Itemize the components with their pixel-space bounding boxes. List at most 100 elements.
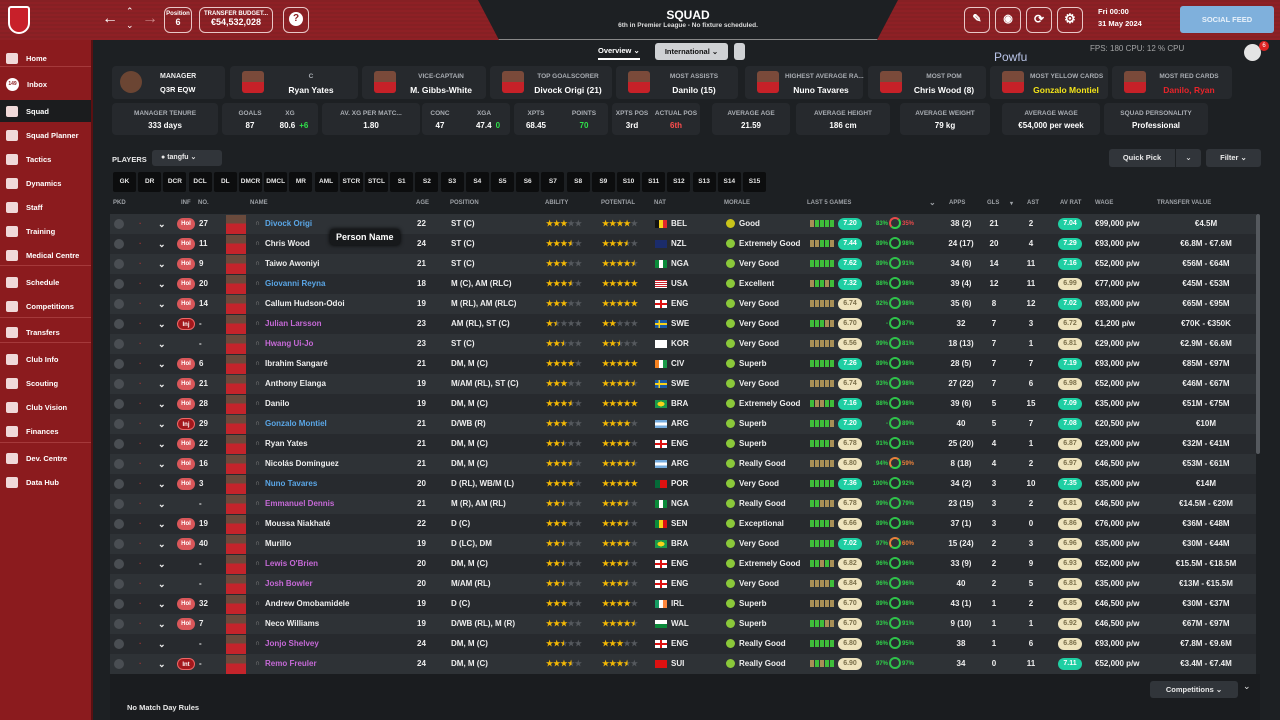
player-name[interactable]: Nicolás Domínguez — [265, 459, 339, 468]
row-chevron-icon[interactable]: ⌄ — [158, 219, 166, 229]
summary-card-c[interactable]: C Ryan Yates — [230, 66, 358, 99]
sidebar-item-squad[interactable]: Squad — [0, 100, 91, 122]
player-name[interactable]: Danilo — [265, 399, 290, 408]
position-filter-s4[interactable]: S4 — [465, 172, 489, 192]
pkd-checkbox[interactable] — [114, 419, 124, 429]
summary-card-top-goalscorer[interactable]: TOP GOALSCORER Divock Origi (21) — [490, 66, 612, 99]
row-chevron-icon[interactable]: ⌄ — [158, 499, 166, 509]
table-row[interactable]: · ⌄ Hol 32 ∩ Andrew Omobamidele 19 D (C) ★★★★★ ★★… — [110, 594, 1256, 614]
pkd-checkbox[interactable] — [114, 399, 124, 409]
player-name[interactable]: Chris Wood — [265, 239, 310, 248]
summary-card-manager[interactable]: MANAGER Q3R EQW — [112, 66, 225, 99]
player-name[interactable]: Anthony Elanga — [265, 379, 326, 388]
table-row[interactable]: · ⌄ Hol 6 ∩ Ibrahim Sangaré 21 DM, M (C) ★★★★★ ★★… — [110, 354, 1256, 374]
refresh-button[interactable]: ⟳ — [1026, 7, 1052, 33]
table-row[interactable]: · ⌄ Hol 22 ∩ Ryan Yates 21 DM, M (C) ★★★★★ ★★★★★ E… — [110, 434, 1256, 454]
row-chevron-icon[interactable]: ⌄ — [158, 579, 166, 589]
position-filter-dcl[interactable]: DCL — [188, 172, 212, 192]
row-chevron-icon[interactable]: ⌄ — [158, 639, 166, 649]
row-chevron-icon[interactable]: ⌄ — [158, 539, 166, 549]
pkd-checkbox[interactable] — [114, 439, 124, 449]
position-filter-s2[interactable]: S2 — [415, 172, 439, 192]
table-row[interactable]: · ⌄ - ∩ Hwang Ui-Jo 23 ST (C) ★★★★★ ★★★★★ KOR Very… — [110, 334, 1256, 354]
table-row[interactable]: · ⌄ Hol 27 ∩ Divock Origi 22 ST (C) ★★★★★ ★★★★★ BE… — [110, 214, 1256, 234]
summary-card-most-red-cards[interactable]: MOST RED CARDS Danilo, Ryan — [1112, 66, 1232, 99]
player-name[interactable]: Andrew Omobamidele — [265, 599, 350, 608]
column-header-last5[interactable]: LAST 5 GAMES — [807, 200, 852, 206]
row-chevron-icon[interactable]: ⌄ — [158, 459, 166, 469]
column-header-ast[interactable]: AST — [1027, 200, 1039, 206]
row-chevron-icon[interactable]: ⌄ — [158, 259, 166, 269]
row-chevron-icon[interactable]: ⌄ — [158, 419, 166, 429]
column-header-inf[interactable]: INF — [181, 200, 191, 206]
player-name[interactable]: Taiwo Awoniyi — [265, 259, 320, 268]
summary-card-highest-average-ra-[interactable]: HIGHEST AVERAGE RA... Nuno Tavares — [745, 66, 864, 99]
footer-chevron-icon[interactable]: ⌄ — [1243, 681, 1251, 691]
position-filter-dcr[interactable]: DCR — [163, 172, 187, 192]
player-name[interactable]: Gonzalo Montiel — [265, 419, 327, 428]
player-name[interactable]: Divock Origi — [265, 219, 313, 228]
table-row[interactable]: · ⌄ Inj 29 ∩ Gonzalo Montiel 21 D/WB (R) ★★★★★ ★★… — [110, 414, 1256, 434]
row-chevron-icon[interactable]: ⌄ — [158, 659, 166, 669]
pkd-checkbox[interactable] — [114, 339, 124, 349]
summary-card-most-yellow-cards[interactable]: MOST YELLOW CARDS Gonzalo Montiel — [990, 66, 1108, 99]
position-filter-s10[interactable]: S10 — [617, 172, 640, 192]
sidebar-item-squad-planner[interactable]: Squad Planner — [0, 124, 91, 146]
table-row[interactable]: · ⌄ Hol 14 ∩ Callum Hudson-Odoi 19 M (RL), AM (… — [110, 294, 1256, 314]
view-select[interactable]: ● tangfu ⌄ — [152, 150, 222, 166]
column-header-avrat[interactable]: AV RAT — [1060, 200, 1082, 206]
settings-button[interactable]: ⚙ — [1057, 7, 1083, 33]
sidebar-item-dev-centre[interactable]: Dev. Centre — [0, 447, 91, 469]
pkd-checkbox[interactable] — [114, 299, 124, 309]
sidebar-item-club-info[interactable]: Club Info — [0, 348, 91, 370]
column-header-position[interactable]: POSITION — [450, 200, 479, 206]
position-filter-dmcl[interactable]: DMCL — [264, 172, 288, 192]
sidebar-item-data-hub[interactable]: Data Hub — [0, 471, 91, 493]
edit-button[interactable]: ✎ — [964, 7, 990, 33]
row-chevron-icon[interactable]: ⌄ — [158, 359, 166, 369]
column-header-age[interactable]: AGE — [416, 200, 430, 206]
position-filter-s15[interactable]: S15 — [743, 172, 766, 192]
column-header-gls[interactable]: GLS — [987, 200, 1000, 206]
pkd-checkbox[interactable] — [114, 259, 124, 269]
row-chevron-icon[interactable]: ⌄ — [158, 559, 166, 569]
pkd-checkbox[interactable] — [114, 459, 124, 469]
pkd-checkbox[interactable] — [114, 239, 124, 249]
player-name[interactable]: Lewis O'Brien — [265, 559, 319, 568]
sidebar-item-inbox[interactable]: 149 Inbox — [0, 73, 91, 95]
sidebar-item-staff[interactable]: Staff — [0, 196, 91, 218]
sort-desc-icon[interactable]: ▾ — [1010, 201, 1014, 207]
summary-card-vice-captain[interactable]: VICE-CAPTAIN M. Gibbs-White — [362, 66, 486, 99]
sidebar-item-schedule[interactable]: Schedule — [0, 271, 91, 293]
row-chevron-icon[interactable]: ⌄ — [158, 299, 166, 309]
help-button[interactable]: ? — [283, 7, 309, 33]
row-chevron-icon[interactable]: ⌄ — [158, 279, 166, 289]
player-name[interactable]: Murillo — [265, 539, 292, 548]
column-header-value[interactable]: TRANSFER VALUE — [1157, 200, 1212, 206]
position-filter-s8[interactable]: S8 — [566, 172, 590, 192]
position-button[interactable]: Position 6 — [164, 7, 192, 33]
player-name[interactable]: Remo Freuler — [265, 659, 317, 668]
back-arrow-icon[interactable]: ← — [102, 10, 118, 27]
table-row[interactable]: · ⌄ - ∩ Josh Bowler 20 M/AM (RL) ★★★★★ ★★★★★ ENG V… — [110, 574, 1256, 594]
filter-button[interactable]: Filter ⌄ — [1206, 149, 1261, 167]
pkd-checkbox[interactable] — [114, 599, 124, 609]
sidebar-item-transfers[interactable]: Transfers — [0, 321, 91, 343]
row-chevron-icon[interactable]: ⌄ — [158, 239, 166, 249]
pkd-checkbox[interactable] — [114, 659, 124, 669]
pkd-checkbox[interactable] — [114, 559, 124, 569]
column-header-nat[interactable]: NAT — [654, 200, 666, 206]
table-row[interactable]: · ⌄ Hol 19 ∩ Moussa Niakhaté 22 D (C) ★★★★★ ★★★★★… — [110, 514, 1256, 534]
sidebar-item-scouting[interactable]: Scouting — [0, 372, 91, 394]
forward-arrow-icon[interactable]: → — [142, 10, 158, 27]
pkd-checkbox[interactable] — [114, 379, 124, 389]
pkd-checkbox[interactable] — [114, 579, 124, 589]
position-filter-s6[interactable]: S6 — [516, 172, 540, 192]
row-chevron-icon[interactable]: ⌄ — [158, 339, 166, 349]
pkd-checkbox[interactable] — [114, 219, 124, 229]
row-chevron-icon[interactable]: ⌄ — [158, 439, 166, 449]
staff-icon[interactable] — [1244, 44, 1261, 61]
row-chevron-icon[interactable]: ⌄ — [158, 319, 166, 329]
player-name[interactable]: Giovanni Reyna — [265, 279, 326, 288]
pkd-checkbox[interactable] — [114, 519, 124, 529]
